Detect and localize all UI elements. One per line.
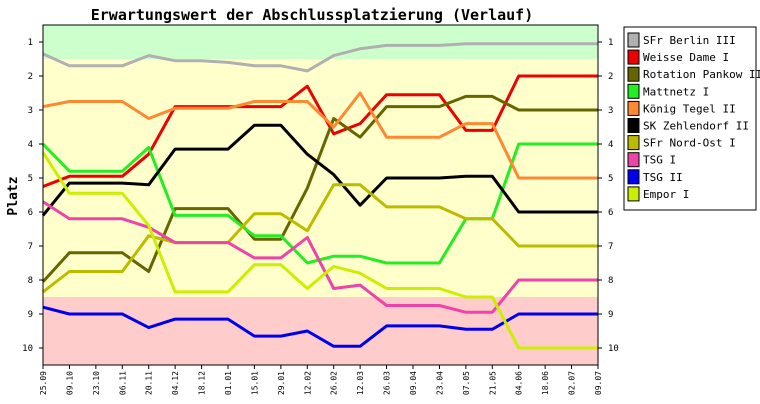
y-tick-label-right: 8 <box>608 276 613 286</box>
plot-frame <box>42 24 599 366</box>
series-line-tsg-i <box>42 200 598 314</box>
legend-swatch <box>627 169 640 185</box>
legend-label: SFr Berlin III <box>643 34 736 47</box>
legend-swatch <box>627 32 640 48</box>
y-tick-label-right: 3 <box>608 106 613 116</box>
y-tick-label: 4 <box>28 140 33 150</box>
x-tick-label: 20.11 <box>145 371 154 395</box>
x-tick-label: 02.07 <box>568 371 577 395</box>
x-tick-label: 07.05 <box>462 371 471 395</box>
y-tick-label-right: 10 <box>608 344 619 354</box>
x-tick-label: 06.11 <box>118 371 127 395</box>
series-line-sfr-nord-ost-i <box>42 183 598 294</box>
y-tick-label-right: 1 <box>608 38 613 48</box>
zone-0 <box>43 25 598 59</box>
y-tick-label: 5 <box>28 174 33 184</box>
legend-swatch <box>627 152 640 168</box>
legend-label: SK Zehlendorf II <box>643 120 749 133</box>
x-tick-label: 04.12 <box>171 371 180 395</box>
x-tick-label: 23.04 <box>435 371 444 395</box>
legend-label: TSG II <box>643 171 683 184</box>
legend-label: Rotation Pankow II <box>643 68 760 81</box>
legend-swatch <box>627 135 640 151</box>
x-tick-label: 09.07 <box>594 371 603 395</box>
legend-label: Empor I <box>643 188 689 201</box>
series-line-mattnetz-i <box>41 142 598 265</box>
y-tick-label: 1 <box>28 38 33 48</box>
x-tick-label: 18.12 <box>198 371 207 395</box>
zone-2 <box>43 297 598 365</box>
x-tick-label: 29.01 <box>277 371 286 395</box>
legend-label: Weisse Dame I <box>643 51 729 64</box>
series-line-k-nig-tegel-ii <box>42 91 598 180</box>
y-tick-label: 3 <box>28 106 33 116</box>
x-tick-label: 12.02 <box>303 371 312 395</box>
chart-title: Erwartungswert der Abschlussplatzierung … <box>91 6 534 24</box>
x-tick-label: 23.10 <box>92 371 101 395</box>
y-tick-label: 6 <box>28 208 33 218</box>
legend: SFr Berlin III Weisse Dame I Rotation Pank… <box>623 26 760 211</box>
series-lines <box>41 42 598 350</box>
y-tick-label-right: 9 <box>608 310 613 320</box>
legend-label: König Tegel II <box>643 102 736 115</box>
x-tick-label: 09.04 <box>409 371 418 395</box>
y-tick-label: 10 <box>22 344 33 354</box>
series-line-empor-i <box>41 151 598 350</box>
series-line-sfr-berlin-iii <box>42 42 598 73</box>
y-tick-label: 9 <box>28 310 33 320</box>
y-tick-label-right: 7 <box>608 242 613 252</box>
x-tick-label: 12.03 <box>356 371 365 395</box>
x-tick-label: 09.10 <box>65 371 74 395</box>
y-tick-label: 7 <box>28 242 33 252</box>
y-tick-label-right: 6 <box>608 208 613 218</box>
legend-label: Mattnetz I <box>643 85 709 98</box>
legend-swatch <box>627 49 640 65</box>
legend-swatch <box>627 118 640 133</box>
zone-backgrounds <box>43 25 598 365</box>
legend-box <box>623 26 757 211</box>
legend-swatch <box>627 186 640 202</box>
y-tick-label-right: 4 <box>608 140 613 150</box>
x-tick-label: 26.02 <box>330 371 339 395</box>
y-tick-label-right: 5 <box>608 174 613 184</box>
legend-swatch <box>627 100 640 116</box>
axes: 1 1 2 2 3 3 4 4 5 5 6 6 7 7 8 8 9 9 10 10 25.09 09.10 23.10 06.… <box>22 24 619 395</box>
y-tick-label: 2 <box>28 72 33 82</box>
x-tick-label: 04.06 <box>515 371 524 395</box>
legend-label: TSG I <box>643 154 676 167</box>
y-tick-label-right: 2 <box>608 72 613 82</box>
series-line-sk-zehlendorf-ii <box>41 123 598 217</box>
x-tick-label: 01.01 <box>224 371 233 395</box>
x-tick-label: 25.09 <box>39 371 48 395</box>
series-line-rotation-pankow-ii <box>41 94 598 283</box>
y-tick-label: 8 <box>28 276 33 286</box>
y-axis-title: Platz <box>6 176 21 215</box>
legend-swatch <box>627 83 640 99</box>
x-tick-label: 26.03 <box>383 371 392 395</box>
x-tick-label: 15.01 <box>250 371 259 395</box>
legend-label: SFr Nord-Ost I <box>643 137 736 150</box>
legend-swatch <box>627 66 640 82</box>
x-tick-label: 21.05 <box>488 371 497 395</box>
x-tick-label: 18.06 <box>541 371 550 395</box>
